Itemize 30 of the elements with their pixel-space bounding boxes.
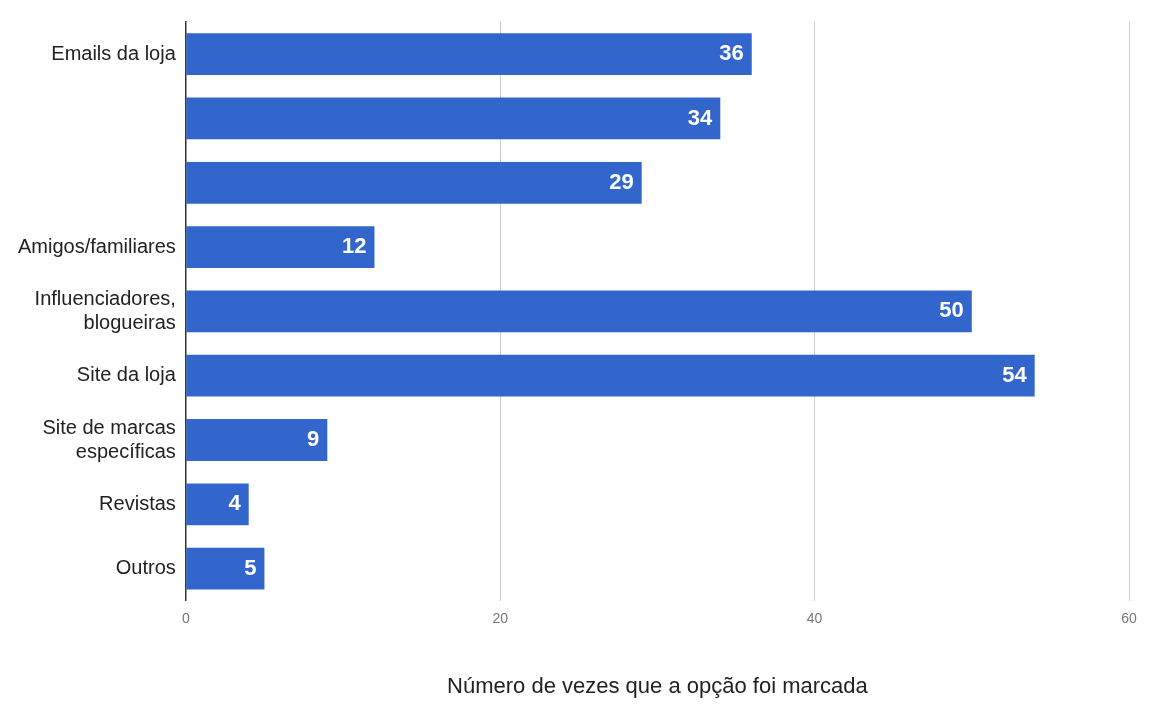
y-tick-label: Outros	[115, 556, 176, 579]
y-tick-label: Emails da loja	[51, 41, 177, 64]
bar	[186, 226, 375, 268]
x-tick-label: 20	[492, 610, 509, 627]
data-label: 34	[687, 104, 714, 130]
bar	[186, 161, 642, 204]
data-label: 4	[228, 490, 242, 516]
y-tick-label: Revistas	[99, 491, 176, 514]
data-label: 5	[244, 554, 257, 580]
bar	[186, 97, 721, 140]
bar	[186, 483, 249, 526]
x-tick-label: 60	[1121, 610, 1137, 627]
bar	[186, 290, 972, 333]
x-tick-label: 40	[806, 610, 823, 627]
y-tick-label: Amigos/familiares	[17, 234, 176, 257]
y-tick-label: Site de marcas específicas	[42, 415, 176, 462]
bar	[186, 33, 752, 76]
bar	[186, 419, 328, 461]
data-label: 54	[1002, 361, 1028, 387]
x-tick-label: 0	[181, 610, 190, 627]
y-tick-label: Site da loja	[76, 363, 177, 386]
data-label: 12	[341, 233, 367, 259]
y-tick-label: Influenciadores, blogueiras	[34, 286, 176, 333]
data-label: 29	[609, 168, 634, 194]
x-axis-title: Número de vezes que a opção foi marcada	[447, 672, 869, 698]
data-label: 36	[719, 40, 744, 66]
data-label: 9	[307, 426, 320, 452]
bar	[186, 547, 265, 590]
data-label: 50	[939, 297, 964, 323]
bar	[186, 354, 1035, 397]
